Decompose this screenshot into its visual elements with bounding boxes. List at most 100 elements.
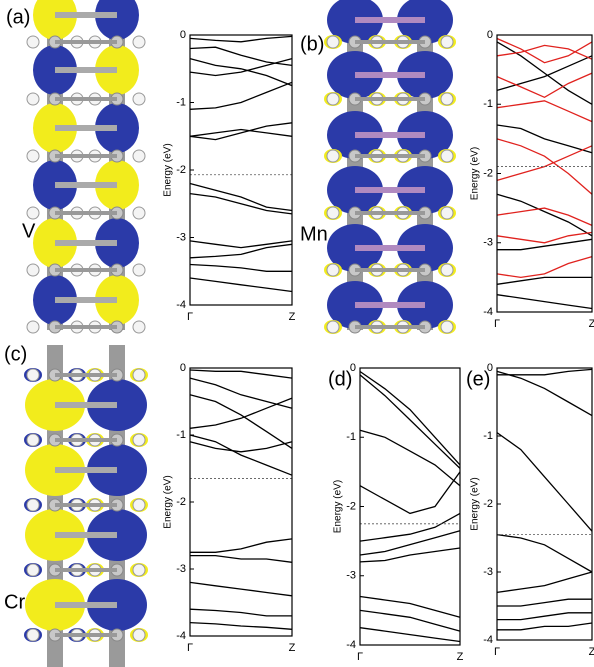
figure: -4 -3 -2 -1 0 Γ Z Energy (eV) (a) V -4 -3 -2 -1 0 Γ Z Ene…	[0, 0, 594, 667]
atom	[327, 321, 339, 333]
atom	[133, 564, 145, 576]
panel-label: (e)	[466, 368, 490, 390]
atom	[441, 264, 453, 276]
atom	[327, 36, 339, 48]
x-tick-label: Γ	[187, 642, 193, 654]
y-tick-label: -1	[483, 98, 493, 110]
atom	[327, 150, 339, 162]
atom	[133, 264, 145, 276]
x-tick-label: Z	[589, 646, 594, 658]
y-tick-label: 0	[180, 29, 186, 41]
y-tick-label: -4	[176, 299, 186, 311]
atom	[133, 499, 145, 511]
molecule-bridge	[355, 17, 425, 23]
atom	[327, 207, 339, 219]
molecule-bridge	[55, 240, 117, 246]
atom	[27, 434, 39, 446]
x-tick-label: Γ	[357, 651, 363, 663]
atom	[441, 150, 453, 162]
atom	[441, 93, 453, 105]
atom	[27, 564, 39, 576]
y-tick-label: -4	[346, 639, 356, 651]
atom	[133, 207, 145, 219]
y-axis-label: Energy (eV)	[333, 480, 344, 533]
y-tick-label: -3	[483, 566, 493, 578]
y-tick-label: -4	[176, 630, 186, 642]
atom	[27, 36, 39, 48]
x-tick-label: Z	[289, 642, 296, 654]
x-tick-label: Γ	[187, 311, 193, 323]
x-tick-label: Γ	[494, 646, 500, 658]
y-tick-label: -1	[176, 429, 186, 441]
molecule-bridge	[55, 532, 117, 538]
y-tick-label: -2	[346, 500, 356, 512]
orbital-lobe	[33, 0, 77, 40]
y-tick-label: -2	[483, 498, 493, 510]
atom	[441, 36, 453, 48]
molecule-bridge	[55, 125, 117, 131]
y-tick-label: -2	[176, 496, 186, 508]
molecule-bridge	[355, 72, 425, 78]
panel-label: (a)	[6, 6, 30, 28]
y-axis-label: Energy (eV)	[470, 477, 481, 530]
plot-background	[190, 35, 292, 305]
orbital-lobe	[95, 0, 139, 40]
atom	[133, 36, 145, 48]
y-tick-label: -3	[346, 570, 356, 582]
atom	[327, 264, 339, 276]
y-axis-label: Energy (eV)	[470, 147, 481, 200]
atom	[133, 434, 145, 446]
molecule-backbone	[347, 0, 363, 330]
molecule-bridge	[355, 245, 425, 251]
atom	[441, 207, 453, 219]
y-tick-label: 0	[180, 362, 186, 374]
molecule-bridge	[355, 302, 425, 308]
molecule-bridge	[55, 402, 117, 408]
molecule-bridge	[55, 467, 117, 473]
atom	[27, 93, 39, 105]
x-tick-label: Z	[457, 651, 464, 663]
atom	[27, 150, 39, 162]
molecule-bridge	[55, 182, 117, 188]
molecule-bridge	[55, 297, 117, 303]
molecule-bridge	[55, 602, 117, 608]
plot-background	[190, 368, 292, 636]
metal-label: Cr	[4, 591, 25, 613]
atom	[133, 369, 145, 381]
y-tick-label: -3	[176, 231, 186, 243]
molecule-bridge	[55, 67, 117, 73]
molecule-bridge	[55, 12, 117, 18]
atom	[27, 321, 39, 333]
atom	[441, 321, 453, 333]
atom	[133, 321, 145, 333]
atom	[133, 93, 145, 105]
atom	[27, 207, 39, 219]
metal-label: V	[22, 220, 36, 242]
y-tick-label: -1	[176, 96, 186, 108]
y-tick-label: -4	[483, 306, 493, 318]
y-tick-label: -4	[483, 634, 493, 646]
x-tick-label: Z	[589, 318, 594, 330]
atom	[327, 93, 339, 105]
molecule-bridge	[355, 132, 425, 138]
y-tick-label: -1	[346, 431, 356, 443]
atom	[133, 629, 145, 641]
molecule-bridge	[355, 187, 425, 193]
y-tick-label: -3	[483, 237, 493, 249]
panel-label: (c)	[4, 343, 27, 365]
y-axis-label: Energy (eV)	[163, 475, 174, 528]
panel-label: (b)	[300, 33, 324, 55]
y-tick-label: -2	[176, 164, 186, 176]
atom	[27, 629, 39, 641]
y-tick-label: -3	[176, 563, 186, 575]
atom	[133, 150, 145, 162]
panel-label: (d)	[328, 368, 352, 390]
atom	[27, 369, 39, 381]
molecule-backbone	[417, 0, 433, 330]
x-tick-label: Z	[289, 311, 296, 323]
atom	[27, 499, 39, 511]
y-tick-label: -1	[483, 430, 493, 442]
y-tick-label: 0	[487, 29, 493, 41]
y-axis-label: Energy (eV)	[163, 143, 174, 196]
atom	[27, 264, 39, 276]
